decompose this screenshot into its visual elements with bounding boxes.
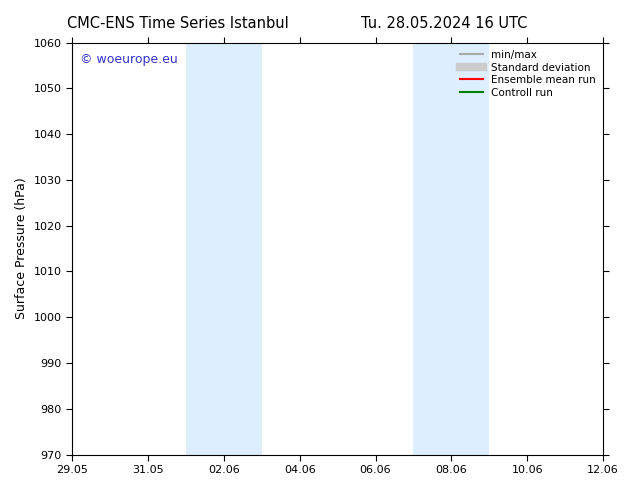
Text: Tu. 28.05.2024 16 UTC: Tu. 28.05.2024 16 UTC	[361, 16, 527, 31]
Bar	[186, 43, 262, 455]
Text: © woeurope.eu: © woeurope.eu	[80, 53, 178, 66]
Text: CMC-ENS Time Series Istanbul: CMC-ENS Time Series Istanbul	[67, 16, 288, 31]
Legend: min/max, Standard deviation, Ensemble mean run, Controll run: min/max, Standard deviation, Ensemble me…	[456, 46, 600, 102]
Y-axis label: Surface Pressure (hPa): Surface Pressure (hPa)	[15, 178, 28, 319]
Bar	[413, 43, 489, 455]
